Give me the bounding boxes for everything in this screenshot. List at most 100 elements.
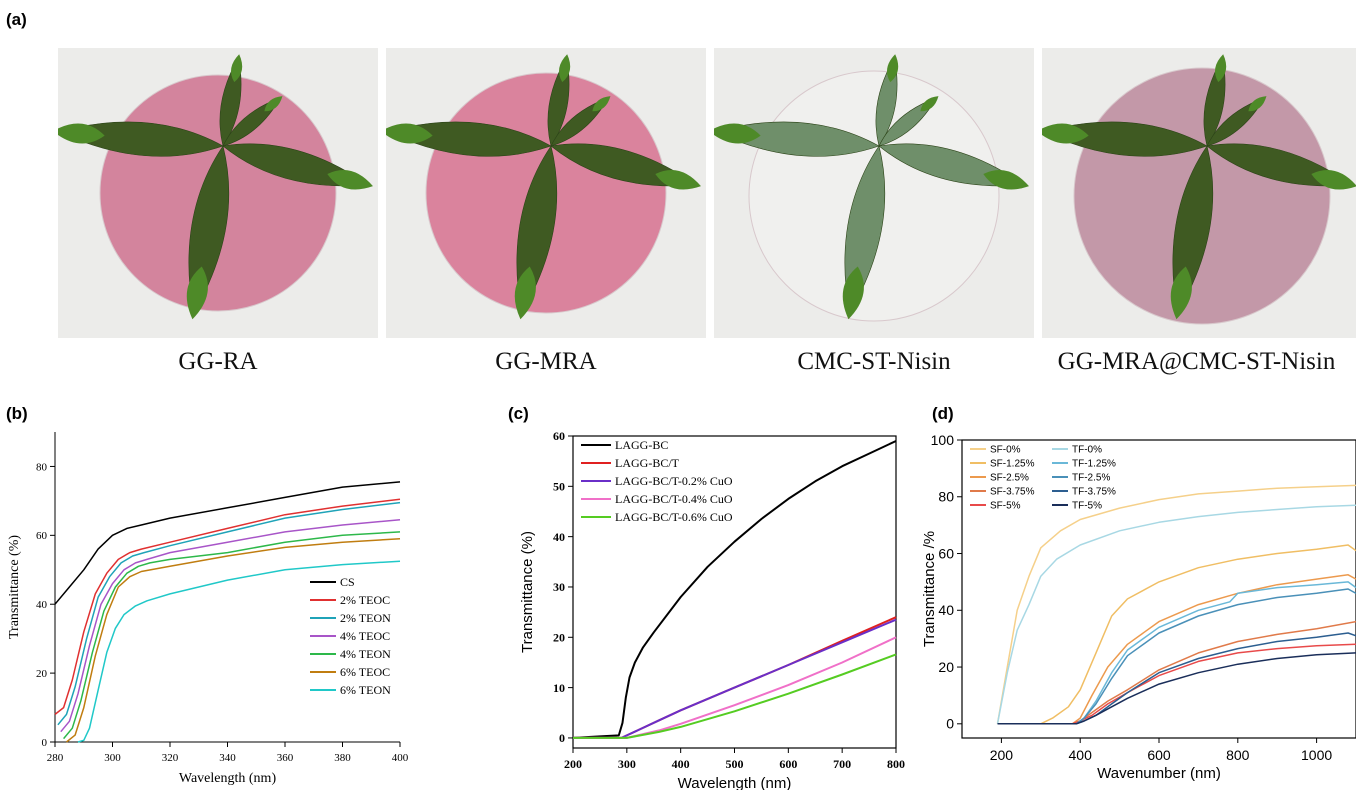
photo-cmc-st-nisin	[714, 48, 1034, 338]
y-tick-label: 80	[36, 461, 48, 473]
legend-label: SF-1.25%	[990, 459, 1035, 470]
series-line	[996, 484, 1356, 724]
y-tick-label: 30	[553, 580, 565, 594]
leaf-tip-shape	[386, 123, 433, 144]
y-tick-label: 0	[559, 731, 565, 745]
x-tick-label: 200	[990, 747, 1014, 763]
series-line	[997, 574, 1356, 725]
x-tick-label: 300	[618, 757, 636, 771]
x-tick-label: 400	[392, 752, 409, 764]
photo-gg-mra-cmc-st-nisin	[1042, 48, 1356, 338]
legend-label: 6% TEOC	[340, 665, 390, 679]
series-line	[573, 616, 897, 739]
series-line	[997, 588, 1356, 725]
photo-caption: GG-RA	[178, 348, 258, 375]
x-tick-label: 600	[779, 757, 797, 771]
series-line	[77, 560, 401, 743]
chart-d: 200 400 600 800 1000 0 20 40 60 80 100 Wavenumber (…	[921, 432, 1356, 782]
series-line	[54, 498, 401, 715]
y-tick-label: 40	[553, 530, 565, 544]
legend-label: LAGG-BC/T-0.6% CuO	[615, 510, 733, 524]
leaf-film-illustration	[714, 54, 1029, 322]
x-tick-label: 400	[672, 757, 690, 771]
x-tick-label: 280	[47, 752, 64, 764]
x-tick-label: 320	[162, 752, 179, 764]
series-line	[66, 538, 401, 743]
legend-label: TF-0%	[1072, 445, 1102, 456]
leaf-tip-shape	[886, 54, 899, 83]
y-tick-label: 60	[938, 545, 954, 561]
x-tick-label: 600	[1147, 747, 1171, 763]
x-axis-label: Wavelength (nm)	[678, 775, 792, 790]
leaf-tip-shape	[983, 170, 1029, 190]
legend-label: SF-5%	[990, 501, 1021, 512]
y-tick-label: 50	[553, 480, 565, 494]
x-tick-label: 1000	[1301, 747, 1332, 763]
panel-label-d: (d)	[932, 404, 954, 423]
leaf-tip-shape	[186, 266, 208, 320]
plot-frame	[961, 439, 1356, 739]
legend-label: LAGG-BC/T-0.2% CuO	[615, 474, 733, 488]
y-tick-label: 60	[36, 530, 48, 542]
series-line	[997, 544, 1356, 725]
photo-gg-mra	[386, 48, 706, 338]
leaf-tip-shape	[327, 170, 373, 190]
legend-label: SF-0%	[990, 445, 1021, 456]
y-axis-label: Transmittance (%)	[7, 535, 22, 639]
legend-label: 2% TEOC	[340, 593, 390, 607]
y-tick-label: 60	[553, 429, 565, 443]
leaf-film-illustration	[386, 54, 701, 320]
y-tick-label: 20	[938, 659, 954, 675]
x-tick-label: 800	[887, 757, 905, 771]
x-tick-label: 500	[726, 757, 744, 771]
legend-label: TF-3.75%	[1072, 487, 1116, 498]
leaf-tip-shape	[920, 96, 939, 112]
series-line	[997, 652, 1356, 725]
legend-label: TF-1.25%	[1072, 459, 1116, 470]
y-tick-label: 80	[938, 489, 954, 505]
y-axis-label: Transmittance /%	[921, 531, 938, 647]
x-tick-label: 380	[334, 752, 351, 764]
y-tick-label: 40	[36, 599, 48, 611]
series-line	[997, 581, 1356, 725]
legend-label: LAGG-BC	[615, 438, 668, 452]
legend-label: 4% TEON	[340, 647, 391, 661]
leaf-tip-shape	[714, 123, 761, 144]
leaf-tip-shape	[1214, 54, 1227, 83]
leaf-tip-shape	[655, 170, 701, 190]
panel-label-a: (a)	[6, 10, 27, 29]
leaf-tip-shape	[230, 54, 243, 83]
photo-gg-ra	[58, 48, 378, 338]
legend-label: LAGG-BC/T-0.4% CuO	[615, 492, 733, 506]
x-tick-label: 800	[1226, 747, 1250, 763]
y-tick-label: 0	[946, 716, 954, 732]
photo-caption: GG-MRA	[495, 348, 597, 375]
leaf-tip-shape	[514, 266, 536, 320]
y-tick-label: 20	[36, 668, 48, 680]
chart-b: 280 300 320 340 360 380 400 0 20 40 60 80 Wavelength…	[7, 432, 409, 786]
leaf-tip-shape	[842, 266, 864, 320]
y-tick-label: 40	[938, 602, 954, 618]
leaf-tip-shape	[264, 96, 283, 112]
legend-label: LAGG-BC/T	[615, 456, 680, 470]
photo-caption: CMC-ST-Nisin	[797, 348, 951, 375]
series-line	[573, 618, 897, 739]
leaf-tip-shape	[1248, 96, 1267, 112]
leaf-tip-shape	[592, 96, 611, 112]
x-axis-label: Wavelength (nm)	[179, 771, 277, 786]
y-tick-label: 0	[42, 737, 48, 749]
leaf-tip-shape	[1170, 266, 1192, 320]
legend-label: TF-2.5%	[1072, 473, 1110, 484]
photo-caption: GG-MRA@CMC-ST-Nisin	[1057, 348, 1336, 375]
legend-label: 6% TEON	[340, 683, 391, 697]
legend-label: 4% TEOC	[340, 629, 390, 643]
legend-label: SF-3.75%	[990, 487, 1035, 498]
series-line	[996, 504, 1356, 724]
legend-label: TF-5%	[1072, 501, 1102, 512]
series-line	[54, 481, 401, 605]
y-tick-label: 100	[931, 432, 955, 448]
legend-label: CS	[340, 575, 355, 589]
panel-label-b: (b)	[6, 404, 28, 423]
x-tick-label: 340	[219, 752, 236, 764]
series-line	[60, 519, 401, 733]
